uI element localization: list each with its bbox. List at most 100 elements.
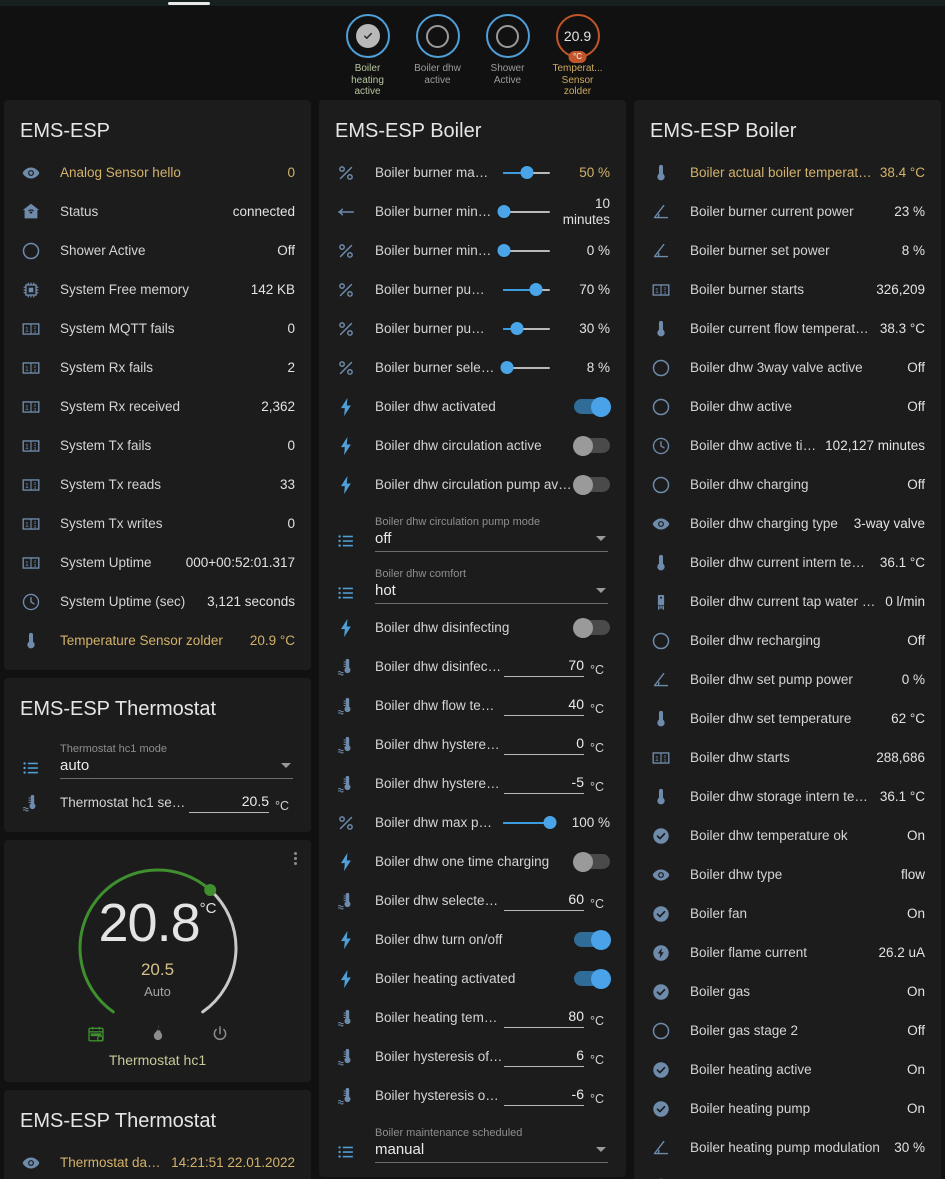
number-input[interactable]: -6	[504, 1086, 584, 1106]
entity-row[interactable]: Boiler flame current 26.2 uA	[634, 933, 941, 972]
entity-row[interactable]: Boiler heating pump On	[634, 1089, 941, 1128]
number-control[interactable]: -5 °C	[504, 774, 610, 794]
select-row[interactable]: Boiler dhw comfort hot	[319, 556, 626, 608]
entity-row[interactable]: Boiler actual boiler temperature 38.4 °C	[634, 153, 941, 192]
number-row[interactable]: Boiler hysteresis off… 6 °C	[319, 1037, 626, 1076]
slider-thumb[interactable]	[543, 816, 557, 829]
select-body[interactable]: Thermostat hc1 mode auto	[60, 739, 295, 779]
slider-row[interactable]: Boiler burner max po… 50 %	[319, 153, 626, 192]
entity-row[interactable]: Shower Active Off	[4, 231, 311, 270]
power-icon[interactable]	[210, 1024, 230, 1044]
entity-row[interactable]: Boiler dhw set pump power 0 %	[634, 660, 941, 699]
slider-control[interactable]	[495, 166, 558, 180]
entity-row[interactable]: Boiler dhw temperature ok On	[634, 816, 941, 855]
slider-control[interactable]	[495, 283, 558, 297]
entity-row[interactable]: Boiler dhw storage intern temperature 36.…	[634, 777, 941, 816]
slider-thumb[interactable]	[497, 205, 511, 218]
number-control[interactable]: 80 °C	[504, 1008, 610, 1028]
active-tab-indicator[interactable]	[168, 2, 210, 5]
entity-row[interactable]: Boiler dhw current intern temperature 36.…	[634, 543, 941, 582]
entity-row[interactable]: 1 2 3 System Uptime 000+00:52:01.317	[4, 543, 311, 582]
number-control[interactable]: 0 °C	[504, 735, 610, 755]
slider-thumb[interactable]	[510, 322, 524, 335]
badge-circle[interactable]: 20.9 °C	[555, 14, 600, 63]
toggle-switch[interactable]	[573, 617, 610, 638]
number-row[interactable]: Thermostat hc1 se… 20.5 °C	[4, 783, 311, 822]
entity-row[interactable]: 1 2 3 System Tx writes 0	[4, 504, 311, 543]
card-climate-thermostat-hc1[interactable]: 20.8 °C 20.5 Auto Thermostat hc1	[4, 840, 311, 1082]
badge-3[interactable]: Shower Active	[477, 14, 539, 86]
entity-row[interactable]: Temperature Sensor zolder 20.9 °C	[4, 621, 311, 660]
number-row[interactable]: Boiler dhw hysteresi… -5 °C	[319, 764, 626, 803]
chevron-down-icon[interactable]	[281, 763, 291, 768]
entity-row[interactable]: Boiler dhw 3way valve active Off	[634, 348, 941, 387]
gauge-handle[interactable]	[203, 884, 216, 897]
select-row[interactable]: Boiler maintenance scheduled manual	[319, 1115, 626, 1167]
slider-control[interactable]	[495, 816, 558, 830]
toggle-row[interactable]: Boiler dhw circulation pump available	[319, 465, 626, 504]
climate-gauge[interactable]	[58, 856, 258, 1041]
number-control[interactable]: 20.5 °C	[189, 793, 295, 813]
toggle-row[interactable]: Boiler dhw one time charging	[319, 842, 626, 881]
calendar-clock-icon[interactable]	[86, 1024, 106, 1044]
toggle-switch[interactable]	[574, 929, 611, 950]
climate-setpoint[interactable]: 20.5	[140, 960, 175, 979]
slider-thumb[interactable]	[500, 361, 514, 374]
select-body[interactable]: Boiler dhw comfort hot	[375, 564, 610, 604]
chevron-down-icon[interactable]	[596, 536, 606, 541]
entity-row[interactable]: 1 2 3 System Tx reads 33	[4, 465, 311, 504]
entity-row[interactable]: Boiler heating pump modulation 30 %	[634, 1128, 941, 1167]
kebab-menu-icon[interactable]	[294, 852, 297, 865]
slider-control[interactable]	[495, 205, 558, 219]
entity-row[interactable]: 1 2 3 Boiler burner starts 326,209	[634, 270, 941, 309]
toggle-row[interactable]: Boiler heating activated	[319, 959, 626, 998]
number-row[interactable]: Boiler heating temp… 80 °C	[319, 998, 626, 1037]
entity-row[interactable]: Boiler dhw active time 102,127 minutes	[634, 426, 941, 465]
number-row[interactable]: Boiler hysteresis on… -6 °C	[319, 1076, 626, 1115]
chevron-down-icon[interactable]	[596, 588, 606, 593]
number-input[interactable]: 40	[504, 696, 584, 716]
slider-control[interactable]	[495, 244, 558, 258]
select-row[interactable]: Thermostat hc1 mode auto	[4, 731, 311, 783]
badge-2[interactable]: Boiler dhw active	[407, 14, 469, 86]
entity-row[interactable]: 1 2 3 System Tx fails 0	[4, 426, 311, 465]
entity-row[interactable]: Boiler dhw active Off	[634, 387, 941, 426]
number-row[interactable]: Boiler dhw disinfecti… 70 °C	[319, 647, 626, 686]
number-control[interactable]: 6 °C	[504, 1047, 610, 1067]
slider-row[interactable]: Boiler dhw max power 100 %	[319, 803, 626, 842]
badge-4[interactable]: 20.9 °C Temperat... Sensor zolder	[547, 14, 609, 98]
entity-row[interactable]: Analog Sensor hello 0	[4, 153, 311, 192]
number-control[interactable]: -6 °C	[504, 1086, 610, 1106]
select-row[interactable]: Boiler dhw circulation pump mode off	[319, 504, 626, 556]
badge-circle[interactable]	[345, 14, 390, 58]
select-body[interactable]: Boiler maintenance scheduled manual	[375, 1123, 610, 1163]
number-input[interactable]: 20.5	[189, 793, 269, 813]
slider-row[interactable]: Boiler burner selecte… 8 %	[319, 348, 626, 387]
badge-1[interactable]: Boiler heating active	[337, 14, 399, 98]
entity-row[interactable]: Boiler gas On	[634, 972, 941, 1011]
entity-row[interactable]: Boiler dhw charging type 3-way valve	[634, 504, 941, 543]
toggle-row[interactable]: Boiler dhw turn on/off	[319, 920, 626, 959]
entity-row[interactable]: 1 2 3 Boiler dhw starts 288,686	[634, 738, 941, 777]
entity-row[interactable]: Boiler dhw current tap water flow 0 l/min	[634, 582, 941, 621]
entity-row[interactable]: 1 2 3 System MQTT fails 0	[4, 309, 311, 348]
entity-row[interactable]: Boiler gas stage 2 Off	[634, 1011, 941, 1050]
flame-icon[interactable]	[148, 1024, 168, 1044]
badge-circle[interactable]	[485, 14, 530, 58]
toggle-switch[interactable]	[573, 474, 610, 495]
number-control[interactable]: 60 °C	[504, 891, 610, 911]
number-row[interactable]: Boiler dhw hysteresi… 0 °C	[319, 725, 626, 764]
badge-circle[interactable]	[415, 14, 460, 58]
entity-row[interactable]: Boiler dhw charging Off	[634, 465, 941, 504]
slider-control[interactable]	[495, 322, 558, 336]
entity-row[interactable]: Boiler ignitionOff	[634, 1167, 941, 1179]
toggle-row[interactable]: Boiler dhw disinfecting	[319, 608, 626, 647]
slider-thumb[interactable]	[520, 166, 533, 179]
chevron-down-icon[interactable]	[596, 1147, 606, 1152]
number-input[interactable]: 60	[504, 891, 584, 911]
entity-row[interactable]: 1 2 3 System Rx received 2,362	[4, 387, 311, 426]
number-control[interactable]: 70 °C	[504, 657, 610, 677]
toggle-switch[interactable]	[573, 851, 610, 872]
toggle-switch[interactable]	[574, 396, 611, 417]
select-body[interactable]: Boiler dhw circulation pump mode off	[375, 512, 610, 552]
